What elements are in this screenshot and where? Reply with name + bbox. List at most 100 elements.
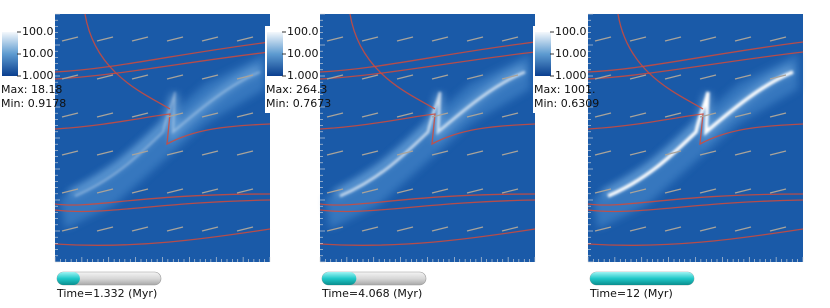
velocity-arrow [431,74,449,80]
panel [587,13,804,263]
velocity-arrow [201,150,219,156]
velocity-arrow [396,226,414,232]
velocity-arrow [361,36,379,42]
colorbar-label: 100.0 [22,25,54,38]
time-label: Time=4.068 (Myr) [321,287,422,300]
velocity-arrow [594,74,612,80]
velocity-arrow [96,150,114,156]
velocity-arrow [594,36,612,42]
velocity-arrow [431,36,449,42]
colorbar-label: 1.000 [22,69,54,82]
velocity-arrow [629,150,647,156]
velocity-arrow [734,188,752,194]
velocity-arrow [131,188,149,194]
velocity-arrow [396,74,414,80]
velocity-arrow [664,188,682,194]
velocity-arrow [699,112,717,118]
streamline [587,193,804,206]
streamline [319,199,536,213]
velocity-arrow [166,36,184,42]
velocity-arrow [629,36,647,42]
velocity-arrow [166,74,184,80]
velocity-arrow [361,188,379,194]
velocity-arrow [236,226,254,232]
velocity-arrow [501,188,519,194]
velocity-arrow [664,112,682,118]
velocity-arrow [96,74,114,80]
streamline [587,113,804,146]
velocity-arrow [699,226,717,232]
velocity-arrow [629,226,647,232]
velocity-arrow [61,150,79,156]
max-label: Max: 18.18 [1,83,62,96]
velocity-arrow [699,188,717,194]
colorbar-label: 10.00 [555,47,587,60]
velocity-arrow [61,112,79,118]
velocity-arrow [466,226,484,232]
velocity-arrow [501,150,519,156]
velocity-arrow [769,74,787,80]
max-label: Max: 1001. [534,83,595,96]
velocity-arrow [201,188,219,194]
velocity-arrow [131,226,149,232]
velocity-arrow [326,112,344,118]
min-label: Min: 0.6309 [534,97,599,110]
velocity-arrow [501,112,519,118]
time-label: Time=12 (Myr) [589,287,673,300]
streamline [54,199,271,213]
velocity-arrow [326,226,344,232]
velocity-arrow [769,112,787,118]
velocity-arrow [466,150,484,156]
velocity-arrow [594,188,612,194]
dense-filament [74,71,261,197]
velocity-arrow [699,36,717,42]
velocity-arrow [96,112,114,118]
velocity-arrow [431,112,449,118]
velocity-arrow [361,150,379,156]
colorbar-label: 1.000 [555,69,587,82]
colorbar-label: 10.00 [22,47,54,60]
streamline [54,228,271,246]
velocity-arrow [629,74,647,80]
velocity-arrow [166,226,184,232]
streamline [54,193,271,206]
velocity-arrow [201,112,219,118]
panel [319,13,536,263]
streamline [319,113,536,146]
velocity-arrow [166,112,184,118]
velocity-arrow [236,150,254,156]
velocity-arrow [326,188,344,194]
velocity-arrow [361,226,379,232]
min-label: Min: 0.9178 [1,97,66,110]
velocity-arrow [131,112,149,118]
velocity-arrow [236,74,254,80]
velocity-arrow [501,226,519,232]
velocity-arrow [699,74,717,80]
velocity-arrow [131,36,149,42]
time-bar-fill [322,272,357,285]
velocity-arrow [326,36,344,42]
velocity-arrow [734,74,752,80]
velocity-arrow [431,226,449,232]
velocity-arrow [396,36,414,42]
velocity-arrow [466,112,484,118]
velocity-arrow [501,74,519,80]
velocity-arrow [431,150,449,156]
velocity-arrow [396,150,414,156]
velocity-arrow [236,188,254,194]
colorbar [267,32,283,76]
velocity-arrow [431,188,449,194]
streamline [54,51,271,80]
time-bar-fill [590,272,694,285]
streamline [54,113,271,146]
streamline [587,51,804,80]
velocity-arrow [664,36,682,42]
velocity-arrow [61,188,79,194]
colorbar [535,32,551,76]
velocity-arrow [734,150,752,156]
velocity-arrow [61,74,79,80]
velocity-arrow [326,74,344,80]
velocity-arrow [594,150,612,156]
velocity-arrow [236,112,254,118]
